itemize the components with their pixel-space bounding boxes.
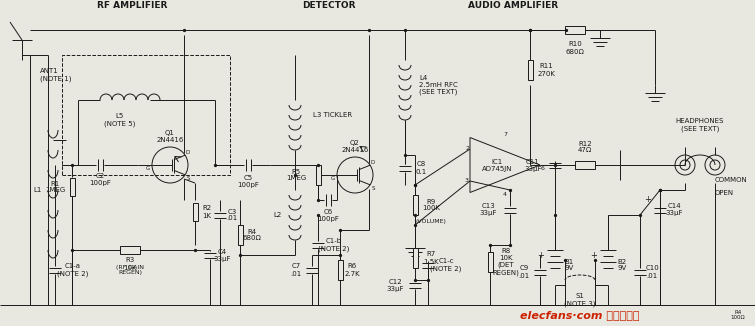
- Text: R4
100Ω: R4 100Ω: [731, 310, 745, 320]
- Text: 4: 4: [503, 192, 507, 198]
- Text: +: +: [538, 250, 544, 259]
- Text: elecfans·com 电子发烧友: elecfans·com 电子发烧友: [520, 310, 639, 320]
- Text: R5
1MEG: R5 1MEG: [286, 169, 306, 182]
- Text: Q1
2N4416: Q1 2N4416: [156, 130, 183, 143]
- Text: B1
9V: B1 9V: [565, 259, 574, 272]
- Text: C11
33μF: C11 33μF: [524, 158, 542, 171]
- Text: C1-a
(NOTE 2): C1-a (NOTE 2): [57, 263, 88, 277]
- Text: R4
680Ω: R4 680Ω: [242, 229, 261, 242]
- Text: AUDIO AMPLIFIER: AUDIO AMPLIFIER: [468, 1, 559, 10]
- Text: (RF GAIN
REGEN): (RF GAIN REGEN): [116, 265, 144, 275]
- Text: C2
100pF: C2 100pF: [89, 173, 111, 186]
- Text: C9
.01: C9 .01: [519, 265, 529, 278]
- Text: IC1
AD745JN: IC1 AD745JN: [482, 158, 512, 171]
- Text: R10
680Ω: R10 680Ω: [565, 41, 584, 54]
- Text: R8
10K
(DET
REGEN): R8 10K (DET REGEN): [492, 248, 519, 276]
- Text: 3: 3: [465, 179, 469, 184]
- Text: HEADPHONES
(SEE TEXT): HEADPHONES (SEE TEXT): [676, 118, 724, 132]
- Text: R11
270K: R11 270K: [537, 64, 555, 77]
- Text: C6
100pF: C6 100pF: [317, 210, 339, 223]
- Text: S1
(NOTE 3): S1 (NOTE 3): [564, 293, 596, 307]
- Text: (VOLUME): (VOLUME): [415, 218, 446, 224]
- Text: R12
47Ω: R12 47Ω: [578, 141, 592, 154]
- Text: R3
10K: R3 10K: [123, 258, 137, 271]
- Text: 6: 6: [541, 166, 545, 170]
- Text: Q2
2N4416: Q2 2N4416: [341, 141, 368, 154]
- Text: C1-c
(NOTE 2): C1-c (NOTE 2): [430, 258, 462, 272]
- Text: C3
.01: C3 .01: [226, 209, 238, 221]
- Bar: [528, 60, 532, 80]
- Text: +: +: [645, 196, 652, 204]
- Text: L4
2.5mH RFC
(SEE TEXT): L4 2.5mH RFC (SEE TEXT): [419, 75, 458, 95]
- Text: G: G: [146, 166, 150, 170]
- Text: OPEN: OPEN: [715, 190, 734, 196]
- Text: C4
33μF: C4 33μF: [213, 248, 231, 261]
- Text: L3 TICKLER: L3 TICKLER: [313, 112, 352, 118]
- Text: C7
.01: C7 .01: [291, 263, 302, 276]
- Text: +: +: [590, 250, 597, 259]
- Bar: [488, 252, 492, 272]
- Text: R2
1K: R2 1K: [202, 205, 211, 218]
- Text: 7: 7: [503, 132, 507, 138]
- Bar: [193, 203, 198, 221]
- Text: ANT1
(NOTE 1): ANT1 (NOTE 1): [40, 68, 72, 82]
- Bar: [69, 178, 75, 196]
- Text: D: D: [186, 151, 190, 156]
- Text: RF AMPLIFIER: RF AMPLIFIER: [97, 1, 168, 10]
- Text: G: G: [331, 175, 335, 181]
- Text: L1: L1: [34, 187, 42, 193]
- Bar: [575, 161, 595, 169]
- Text: R7
1.5K: R7 1.5K: [424, 251, 439, 264]
- Bar: [316, 165, 321, 185]
- Text: C13
33μF: C13 33μF: [479, 203, 497, 216]
- Text: L5
(NOTE 5): L5 (NOTE 5): [104, 113, 136, 127]
- Text: DETECTOR: DETECTOR: [302, 1, 355, 10]
- Text: 2: 2: [465, 146, 469, 152]
- Text: S: S: [186, 176, 190, 182]
- Text: C5
100pF: C5 100pF: [237, 174, 259, 187]
- Text: C10
.01: C10 .01: [645, 265, 659, 278]
- Text: R6
2.7K: R6 2.7K: [344, 263, 360, 276]
- Text: D: D: [371, 160, 375, 166]
- Text: B2
9V: B2 9V: [618, 259, 627, 272]
- Bar: [337, 260, 343, 280]
- Bar: [412, 195, 418, 215]
- Text: C14
33μF: C14 33μF: [665, 203, 683, 216]
- Text: C1-b
(NOTE 2): C1-b (NOTE 2): [319, 238, 350, 252]
- Text: COMMON: COMMON: [715, 177, 747, 183]
- Text: L2: L2: [273, 212, 281, 218]
- Text: R1
1MEG: R1 1MEG: [45, 181, 65, 194]
- Text: C8
0.1: C8 0.1: [415, 161, 427, 174]
- Bar: [412, 248, 418, 268]
- Bar: [120, 246, 140, 254]
- Bar: [62, 55, 230, 175]
- Text: C12
33μF: C12 33μF: [387, 278, 404, 291]
- Bar: [238, 225, 242, 245]
- Text: S: S: [371, 186, 374, 191]
- Text: R9
100K: R9 100K: [422, 199, 440, 212]
- Bar: [565, 26, 585, 34]
